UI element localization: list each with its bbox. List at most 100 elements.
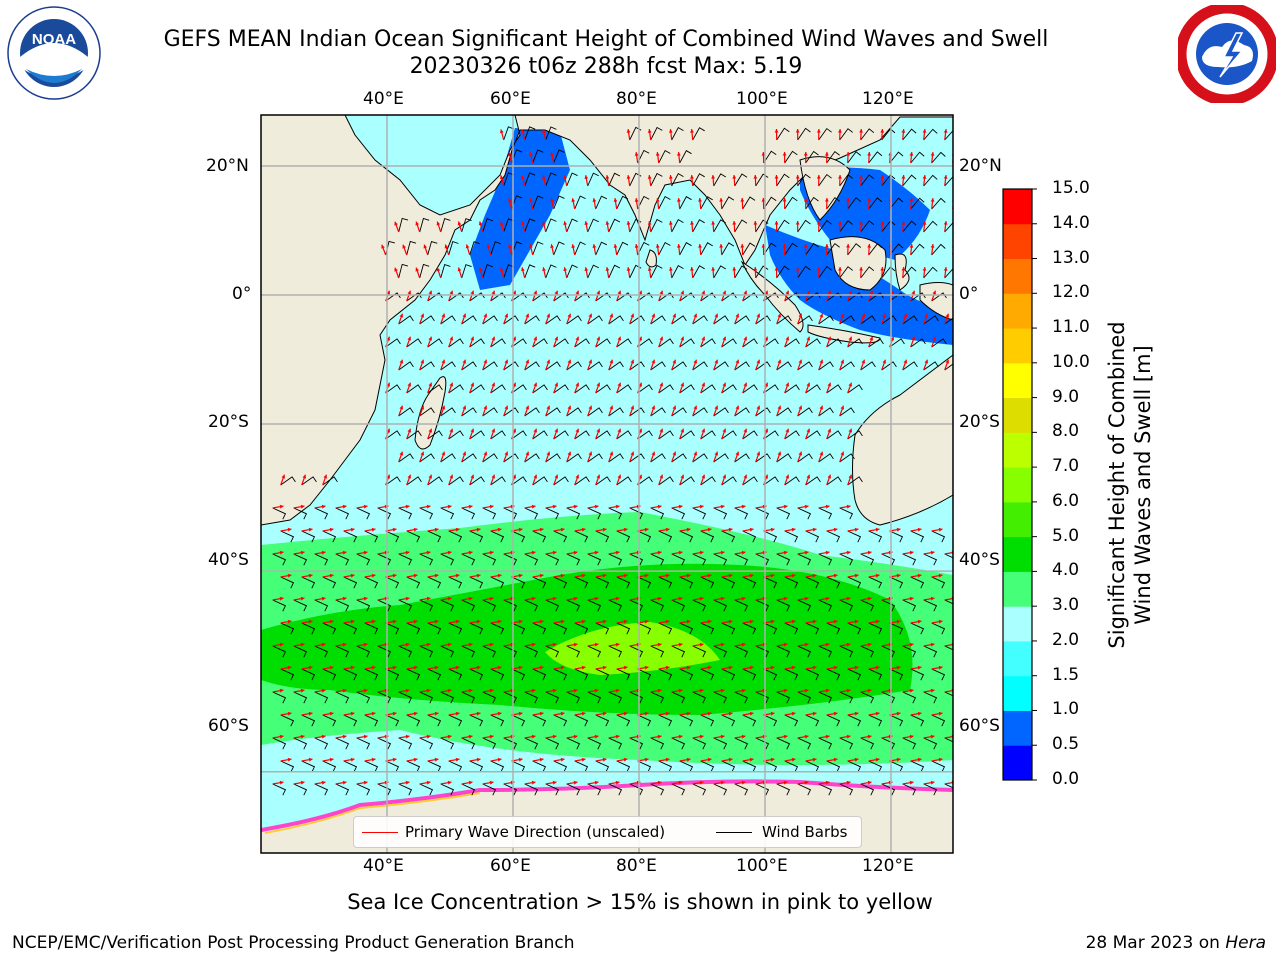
wave-direction-arrowhead xyxy=(584,221,589,225)
wave-direction-arrowhead xyxy=(392,757,397,762)
wind-barbs xyxy=(272,126,953,796)
wind-barb xyxy=(839,691,854,704)
chart-subtitle: 20230326 t06z 288h fcst Max: 5.19 xyxy=(409,54,803,79)
lat-tick-left-20n: 20°N xyxy=(206,156,249,176)
wind-barb xyxy=(524,645,539,658)
wave-direction-arrowhead xyxy=(719,244,724,248)
wind-barb xyxy=(440,407,456,417)
wave-direction-arrowhead xyxy=(399,405,404,410)
wave-direction-arrowhead xyxy=(917,665,922,670)
wave-direction-arrowhead xyxy=(392,527,397,532)
wave-direction-arrowhead xyxy=(806,474,811,479)
wave-direction-arrowhead xyxy=(699,688,704,693)
wind-barb xyxy=(398,361,414,371)
wave-direction-arrowhead xyxy=(668,175,673,179)
wave-direction-arrowhead xyxy=(804,504,809,509)
wave-direction-arrowhead xyxy=(573,734,578,739)
wind-barb xyxy=(700,530,715,543)
wind-barb xyxy=(805,576,820,589)
wave-direction-arrowhead xyxy=(749,619,754,624)
wave-direction-arrowhead xyxy=(563,267,568,272)
wind-barb xyxy=(595,430,611,440)
wave-direction-arrowhead xyxy=(546,451,551,456)
wind-barb xyxy=(385,338,401,348)
wave-direction-arrowhead xyxy=(909,734,914,739)
wind-barb xyxy=(503,645,518,658)
wave-direction-arrowhead xyxy=(720,550,725,555)
wind-barb xyxy=(671,691,686,704)
wave-direction-arrowhead xyxy=(848,336,853,341)
wind-barb xyxy=(805,476,821,486)
wind-barb xyxy=(608,645,623,658)
wave-direction-arrowhead xyxy=(531,734,536,739)
wave-direction-arrowhead xyxy=(816,267,821,271)
wind-barb xyxy=(553,384,569,394)
wind-barb xyxy=(532,149,544,164)
wind-barb xyxy=(721,622,736,635)
wave-direction-arrowhead xyxy=(859,129,864,133)
wave-direction-arrowhead xyxy=(617,382,622,387)
wind-barb xyxy=(839,220,853,233)
wind-barb xyxy=(847,622,862,635)
wave-direction-arrowhead xyxy=(405,780,410,785)
wind-barb xyxy=(755,737,770,750)
wind-barb xyxy=(692,553,707,566)
land-borneo xyxy=(829,236,887,291)
wave-direction-arrowhead xyxy=(816,129,821,133)
wind-barb xyxy=(293,507,308,520)
wave-direction-arrowhead xyxy=(896,711,901,716)
wind-barb xyxy=(301,476,317,486)
wave-direction-arrowhead xyxy=(827,474,832,479)
wind-barb xyxy=(419,361,435,371)
wind-barb xyxy=(637,292,653,302)
wind-barb xyxy=(742,338,758,348)
wind-barb xyxy=(944,267,953,279)
wind-barb xyxy=(889,622,904,635)
wave-direction-arrowhead xyxy=(329,711,334,716)
wave-direction-arrowhead xyxy=(392,573,397,578)
wave-direction-arrowhead xyxy=(869,290,874,295)
wave-direction-arrowhead xyxy=(441,405,446,410)
wave-direction-arrowhead xyxy=(701,336,706,341)
wind-barb xyxy=(952,207,953,210)
wave-direction-arrowhead xyxy=(423,244,428,249)
wave-direction-arrowhead xyxy=(824,198,829,202)
wave-direction-arrowhead xyxy=(407,474,412,479)
wave-direction-arrowhead xyxy=(678,734,683,739)
wave-direction-arrowhead xyxy=(308,527,313,532)
wind-barb xyxy=(532,622,547,635)
wind-barb xyxy=(931,151,946,164)
colorbar-tick-label: 0.0 xyxy=(1052,769,1080,789)
wind-barb xyxy=(755,691,770,704)
wind-barb xyxy=(910,530,925,543)
wave-direction-arrowhead xyxy=(693,313,698,318)
lat-tick-right-20s: 20°S xyxy=(959,412,1000,432)
wind-barb xyxy=(419,783,434,796)
wind-barb xyxy=(280,622,295,635)
wind-barb xyxy=(784,338,800,348)
wind-barb xyxy=(784,530,799,543)
wind-barb xyxy=(343,622,358,635)
wind-barb xyxy=(818,737,833,750)
wave-direction-arrowhead xyxy=(686,711,691,716)
wind-barb xyxy=(427,622,442,635)
wave-direction-arrowhead xyxy=(686,573,691,578)
wind-barb xyxy=(566,691,581,704)
wind-barb xyxy=(637,576,652,589)
wave-direction-arrowhead xyxy=(938,527,943,532)
wave-direction-arrowhead xyxy=(350,573,355,578)
wind-barb xyxy=(532,760,547,773)
wind-barb xyxy=(860,553,875,566)
wind-barb xyxy=(461,599,476,612)
wind-barb xyxy=(293,691,308,704)
wind-barb xyxy=(419,553,434,566)
wind-barb xyxy=(692,645,707,658)
wind-barb xyxy=(482,691,497,704)
wind-barb xyxy=(511,292,527,302)
wave-direction-arrowhead xyxy=(371,711,376,716)
wave-direction-arrowhead xyxy=(617,428,622,433)
wind-barb xyxy=(902,783,917,796)
wave-direction-arrowhead xyxy=(875,527,880,532)
wave-direction-arrowhead xyxy=(554,474,559,479)
wind-barb xyxy=(377,691,392,704)
